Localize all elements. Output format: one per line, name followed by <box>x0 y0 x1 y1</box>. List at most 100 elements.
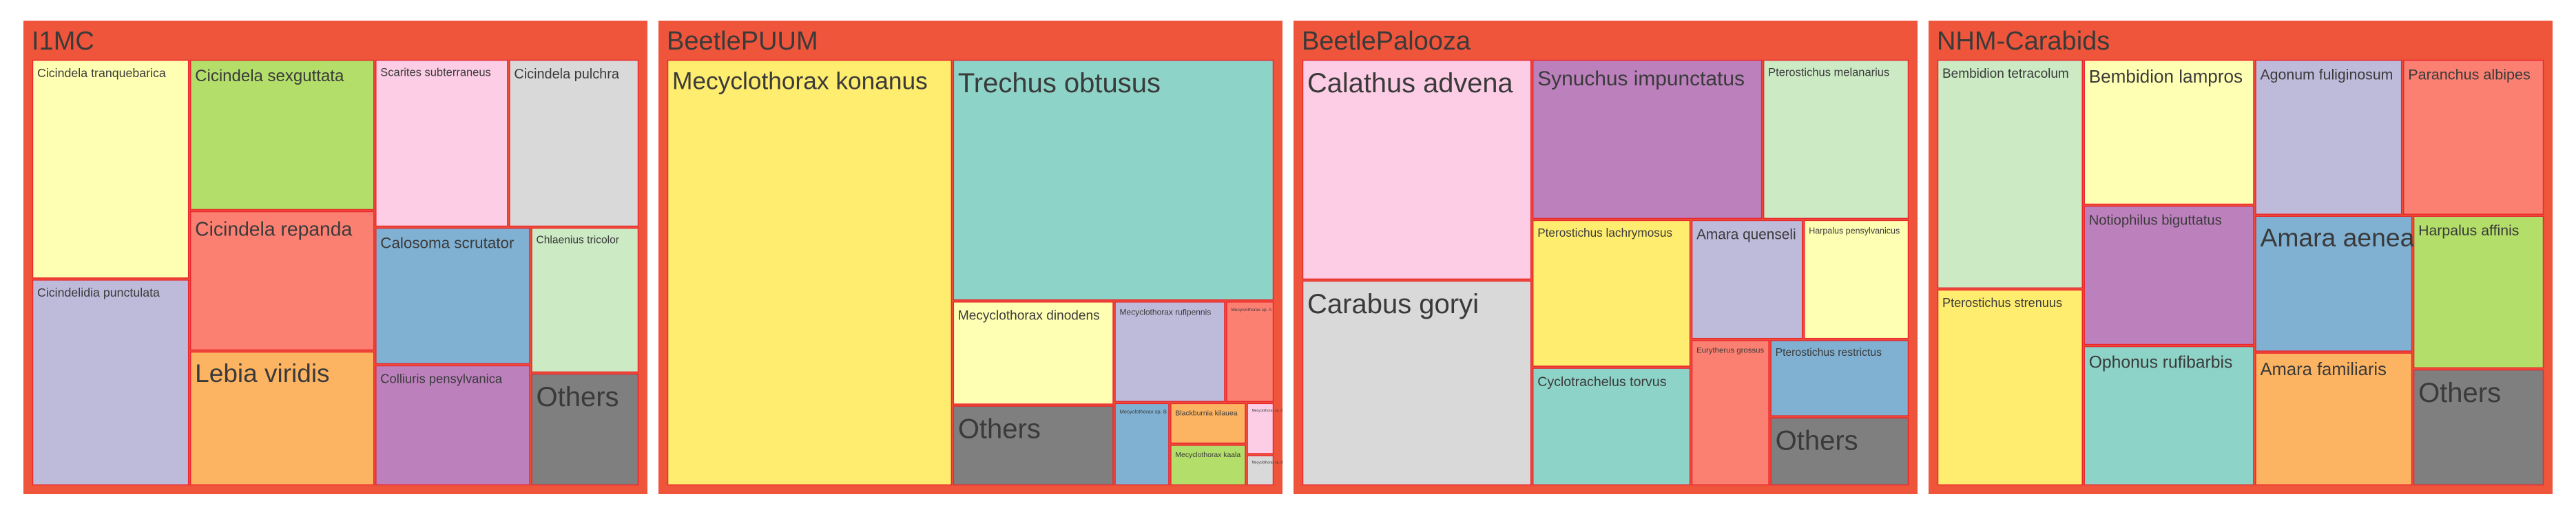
tile-rect <box>2084 205 2254 346</box>
tile-cicindela-pulchra[interactable]: Cicindela pulchra <box>509 59 639 227</box>
tile-rect <box>953 301 1114 405</box>
panel-title: BeetlePUUM <box>667 27 818 56</box>
tile-blackburnia-kilauea[interactable]: Blackburnia kilauea <box>1170 403 1246 444</box>
tile-mecyclothorax-konanus[interactable]: Mecyclothorax konanus <box>667 59 953 486</box>
tile-rect <box>2255 215 2413 352</box>
tile-trechus-obtusus[interactable]: Trechus obtusus <box>953 59 1274 301</box>
tile-rect <box>1937 289 2083 486</box>
tile-pterostichus-strenuus[interactable]: Pterostichus strenuus <box>1937 289 2083 486</box>
tile-rect <box>1763 59 1909 220</box>
tile-mecyclothorax-sp-b[interactable]: Mecyclothorax sp. B <box>1114 403 1170 486</box>
tile-rect <box>1691 339 1769 486</box>
tile-label: Mecyclothorax sp. D <box>1252 461 1284 465</box>
tile-rect <box>1114 301 1225 403</box>
tile-rect <box>189 211 375 351</box>
tile-label: Cicindela pulchra <box>514 67 620 82</box>
tile-label: Others <box>958 414 1041 445</box>
tile-rect <box>32 279 189 486</box>
tile-label: Colliuris pensylvanica <box>380 371 503 385</box>
tile-label: Trechus obtusus <box>958 68 1161 98</box>
tile-agonum-fuliginosum[interactable]: Agonum fuliginosum <box>2255 59 2402 215</box>
tile-pterostichus-melanarius[interactable]: Pterostichus melanarius <box>1763 59 1909 220</box>
tile-mecyclothorax-rufipennis[interactable]: Mecyclothorax rufipennis <box>1114 301 1225 403</box>
tile-amara-quenseli[interactable]: Amara quenseli <box>1691 220 1803 339</box>
tile-calathus-advena[interactable]: Calathus advena <box>1302 59 1532 280</box>
tile-rect <box>2413 215 2544 369</box>
tile-rect <box>375 59 508 227</box>
panel-beetlepalooza[interactable]: BeetlePalooza Calathus advena Carabus gory… <box>1294 21 1918 494</box>
tile-others[interactable]: Others <box>531 373 639 486</box>
tile-mecyclothorax-sp-a[interactable]: Mecyclothorax sp. A <box>1226 301 1274 403</box>
tile-label: Pterostichus strenuus <box>1942 296 2062 310</box>
tile-pterostichus-lachrymosus[interactable]: Pterostichus lachrymosus <box>1532 220 1691 367</box>
tile-label: Paranchus albipes <box>2408 66 2531 83</box>
tile-label: Chlaenius tricolor <box>537 235 619 246</box>
tile-scarites-subterraneus[interactable]: Scarites subterraneus <box>375 59 508 227</box>
tile-mecyclothorax-sp-c[interactable]: Mecyclothorax sp. C <box>1247 403 1283 454</box>
tile-rect <box>1170 445 1246 486</box>
tile-rect <box>1691 220 1803 339</box>
tile-colliuris-pensylvanica[interactable]: Colliuris pensylvanica <box>375 365 530 486</box>
tile-label: Eurytherus grossus <box>1696 347 1764 355</box>
tile-paranchus-albipes[interactable]: Paranchus albipes <box>2402 59 2544 215</box>
tile-label: Amara quenseli <box>1696 227 1796 243</box>
tile-label: Pterostichus restrictus <box>1776 347 1882 359</box>
tile-rect <box>1937 59 2083 289</box>
tile-amara-aenea[interactable]: Amara aenea <box>2255 215 2415 352</box>
tile-rect <box>1770 417 1909 486</box>
tile-carabus-goryi[interactable]: Carabus goryi <box>1302 280 1532 486</box>
panel-beetlepuum[interactable]: BeetlePUUM Mecyclothorax konanus Trechus o… <box>658 21 1283 494</box>
tile-rect <box>2255 59 2402 215</box>
tile-others[interactable]: Others <box>953 405 1114 486</box>
tile-mecyclothorax-sp-d[interactable]: Mecyclothorax sp. D <box>1247 455 1284 486</box>
tile-label: Cicindela tranquebarica <box>37 66 166 80</box>
tile-rect <box>1302 280 1532 486</box>
tile-mecyclothorax-dinodens[interactable]: Mecyclothorax dinodens <box>953 301 1114 405</box>
tile-harpalus-pensylvanicus[interactable]: Harpalus pensylvanicus <box>1803 220 1909 339</box>
tile-rect <box>375 227 530 365</box>
tile-cicindela-sexguttata[interactable]: Cicindela sexguttata <box>189 59 375 211</box>
tile-rect <box>1532 59 1763 220</box>
tile-rect <box>2402 59 2544 215</box>
tile-label: Calosoma scrutator <box>380 235 515 252</box>
tile-cicindelidia-punctulata[interactable]: Cicindelidia punctulata <box>32 279 189 486</box>
tile-mecyclothorax-kaala[interactable]: Mecyclothorax kaala <box>1170 445 1246 486</box>
tile-others[interactable]: Others <box>1770 417 1909 486</box>
tile-label: Cyclotrachelus torvus <box>1537 374 1667 390</box>
panel-i1mc[interactable]: I1MC Cicindela tranquebarica Cicindelidia … <box>23 21 647 494</box>
tile-label: Scarites subterraneus <box>380 67 491 79</box>
tile-rect <box>2413 369 2544 486</box>
tile-label: Amara familiaris <box>2260 360 2386 379</box>
tile-rect <box>667 59 953 486</box>
tile-label: Amara aenea <box>2260 223 2414 252</box>
tile-label: Bembidion tetracolum <box>1942 67 2069 81</box>
tile-harpalus-affinis[interactable]: Harpalus affinis <box>2413 215 2544 369</box>
tile-rect <box>32 59 189 279</box>
tile-synuchus-impunctatus[interactable]: Synuchus impunctatus <box>1532 59 1763 220</box>
tile-label: Mecyclothorax rufipennis <box>1120 307 1212 317</box>
tile-chlaenius-tricolor[interactable]: Chlaenius tricolor <box>531 227 639 373</box>
tile-eurytherus-grossus[interactable]: Eurytherus grossus <box>1691 339 1769 486</box>
tile-lebia-viridis[interactable]: Lebia viridis <box>189 351 375 486</box>
tile-others[interactable]: Others <box>2413 369 2544 486</box>
tile-calosoma-scrutator[interactable]: Calosoma scrutator <box>375 227 530 365</box>
tile-cicindela-tranquebarica[interactable]: Cicindela tranquebarica <box>32 59 189 279</box>
tile-rect <box>531 373 639 486</box>
tile-bembidion-lampros[interactable]: Bembidion lampros <box>2084 59 2254 205</box>
tile-amara-familiaris[interactable]: Amara familiaris <box>2255 352 2413 486</box>
panel-nhm-carabids[interactable]: NHM-Carabids Bembidion tetracolum Pterosti… <box>1929 21 2553 494</box>
tile-bembidion-tetracolum[interactable]: Bembidion tetracolum <box>1937 59 2083 289</box>
tile-label: Pterostichus melanarius <box>1768 67 1889 79</box>
tile-cicindela-repanda[interactable]: Cicindela repanda <box>189 211 375 351</box>
tile-label: Synuchus impunctatus <box>1537 67 1745 90</box>
tile-cyclotrachelus-torvus[interactable]: Cyclotrachelus torvus <box>1532 368 1691 486</box>
tile-label: Cicindela sexguttata <box>195 67 344 85</box>
tile-ophonus-rufibarbis[interactable]: Ophonus rufibarbis <box>2084 346 2254 486</box>
tile-label: Ophonus rufibarbis <box>2089 354 2233 372</box>
tile-rect <box>1770 339 1909 416</box>
tile-notiophilus-biguttatus[interactable]: Notiophilus biguttatus <box>2084 205 2254 346</box>
tile-rect <box>189 351 375 486</box>
tile-label: Mecyclothorax sp. B <box>1120 408 1167 414</box>
tile-pterostichus-restrictus[interactable]: Pterostichus restrictus <box>1770 339 1909 416</box>
